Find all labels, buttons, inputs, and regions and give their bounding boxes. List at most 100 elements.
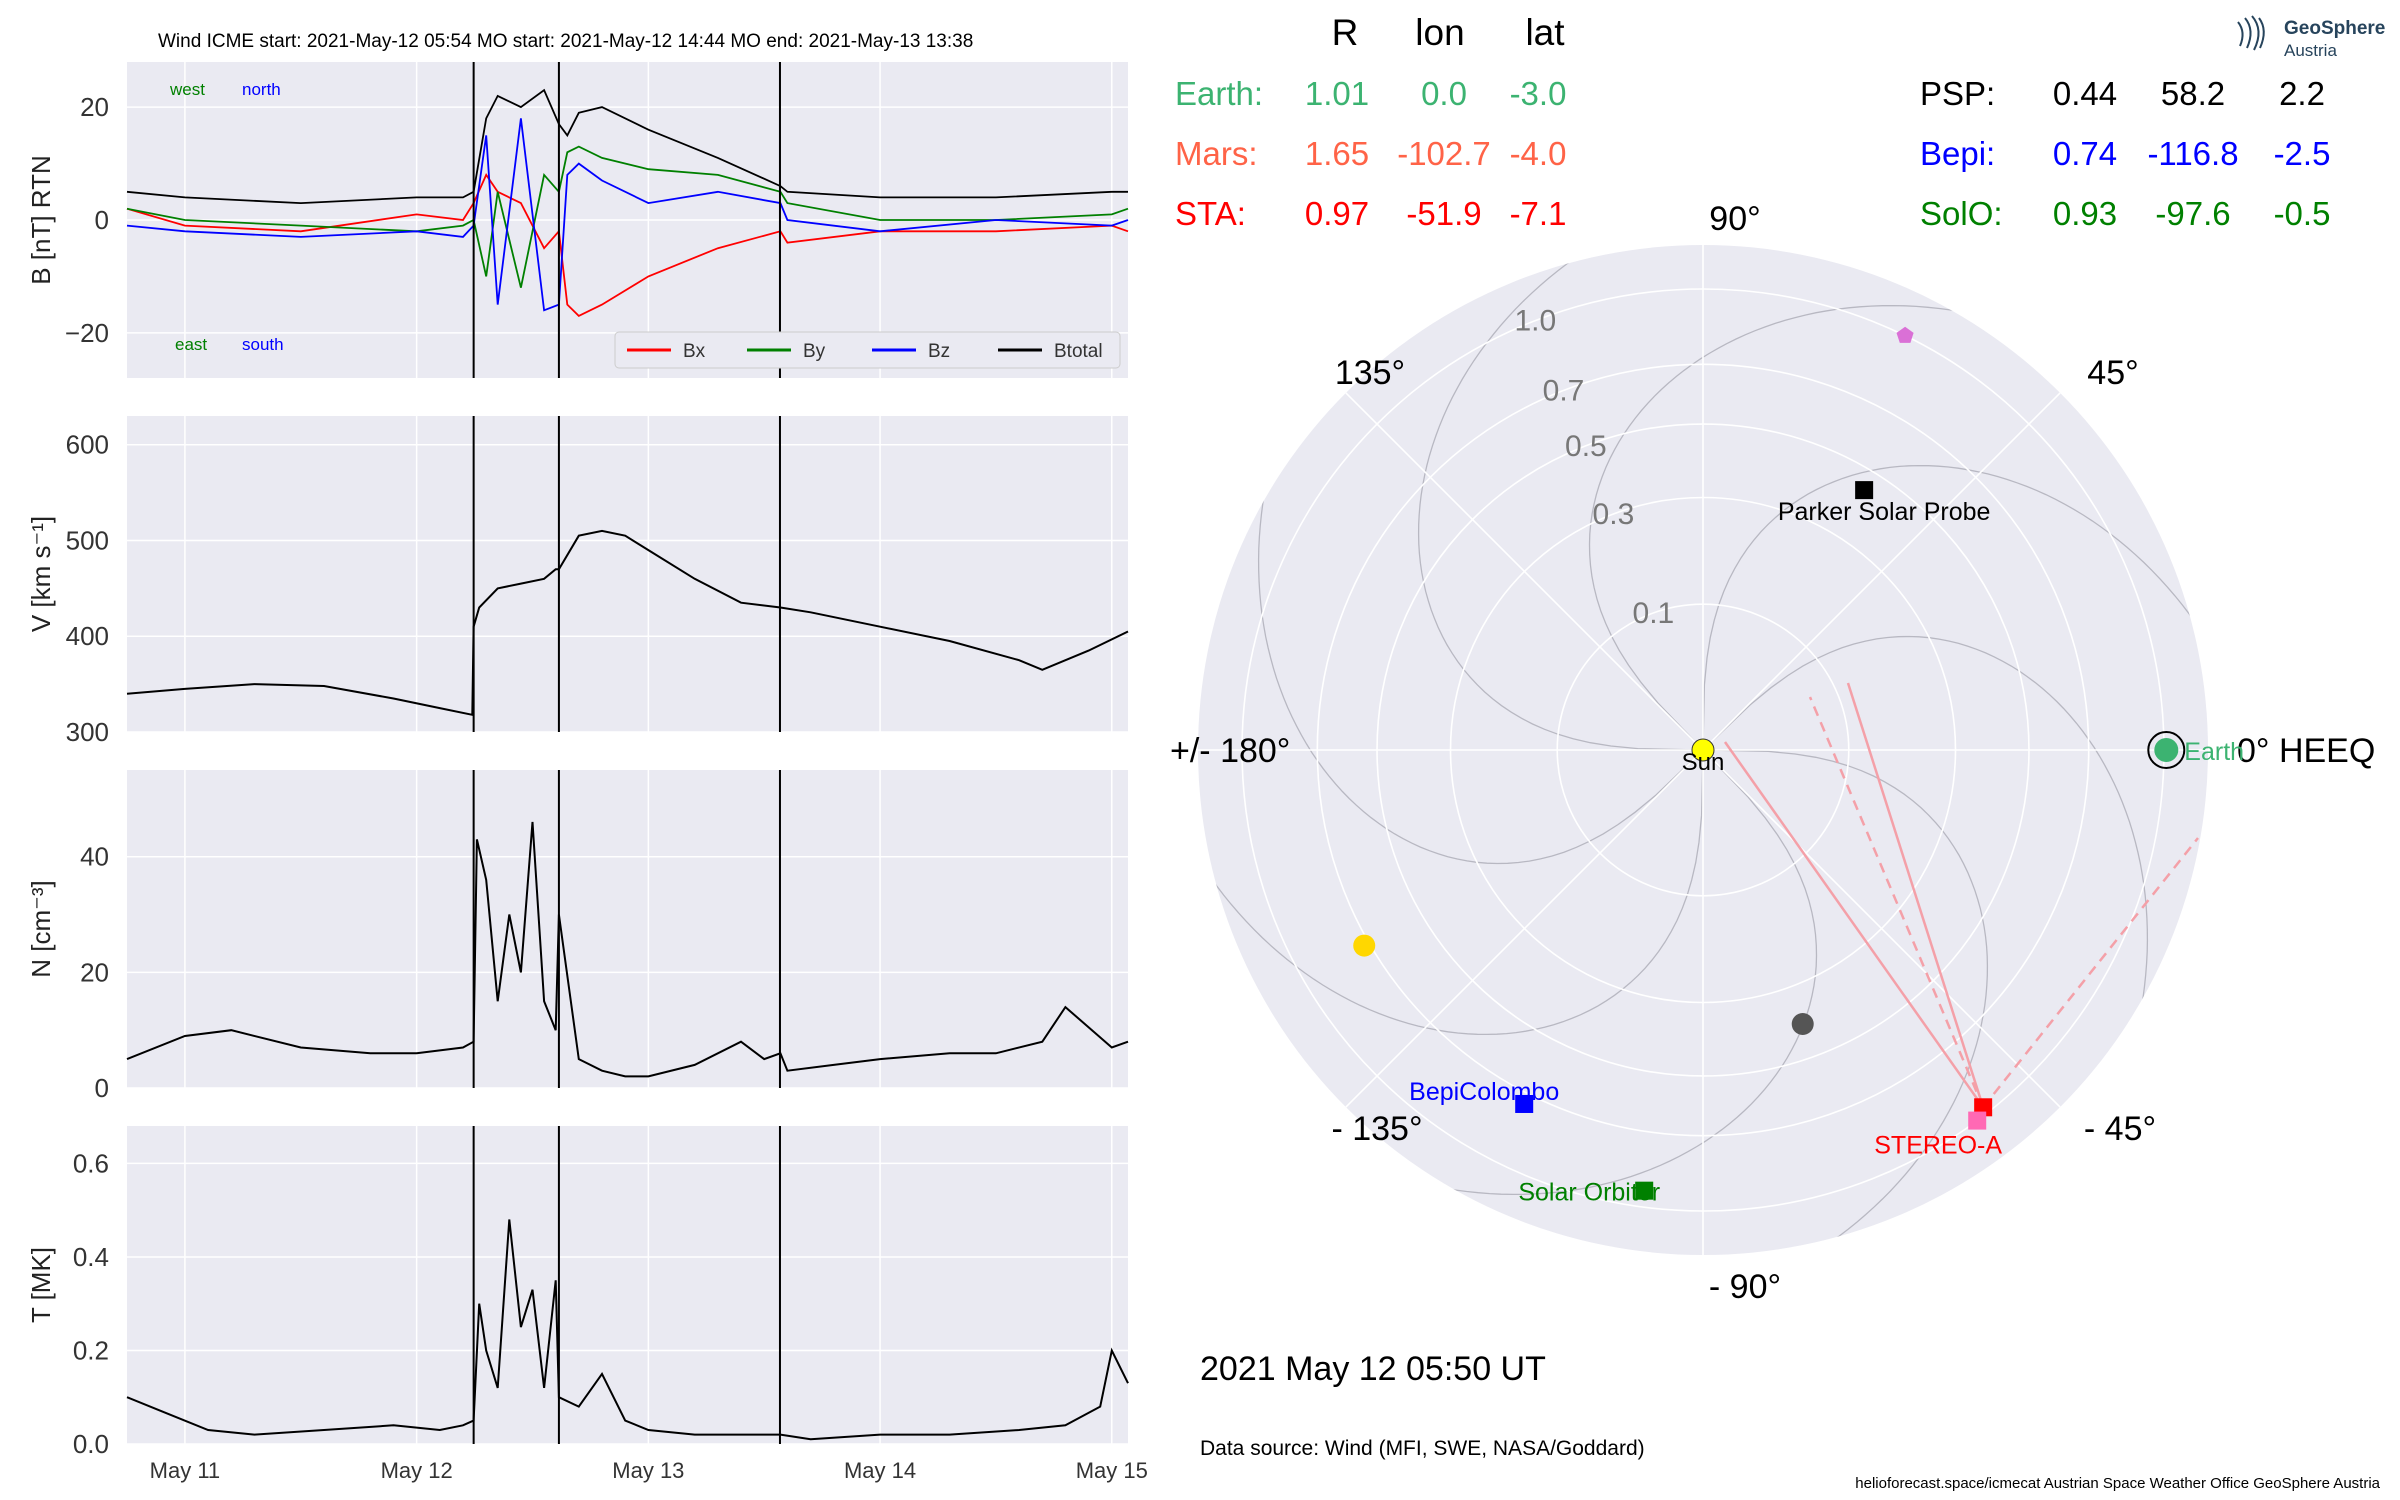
series-line-Btotal — [126, 88, 1128, 205]
parker-solar-probe-label: Parker Solar Probe — [1778, 498, 1991, 526]
y-tick-label: 40 — [80, 842, 109, 872]
table-row-label: Bepi: — [1920, 135, 1995, 172]
x-tick-label: May 13 — [612, 1458, 684, 1483]
solar-orbiter-label: Solar Orbiter — [1518, 1179, 1660, 1207]
fov-line-dashed — [1808, 696, 1985, 1108]
timeseries-panels: 20 0 −20 B [nT] RTN west north east south Bx By Bz… — [26, 62, 1148, 1483]
y-tick-label: 300 — [66, 717, 109, 747]
panel-background — [127, 416, 1128, 732]
solar-orbiter-marker — [1635, 1181, 1654, 1200]
credits: helioforecast.space/icmecat Austrian Spa… — [1855, 1475, 2380, 1492]
series-line-Bx — [126, 173, 1129, 317]
angle-spoke — [1702, 392, 2061, 751]
venus-marker — [1353, 934, 1376, 957]
angle-label: - 45° — [2084, 1110, 2156, 1148]
data-source: Data source: Wind (MFI, SWE, NASA/Goddar… — [1200, 1437, 1645, 1460]
table-value-r: 0.97 — [1305, 195, 1369, 232]
angle-label: 135° — [1335, 354, 1405, 392]
table-row-label: Earth: — [1175, 75, 1263, 112]
sun-marker — [1691, 738, 1715, 762]
legend-label-Bz: Bz — [928, 341, 950, 362]
series-line-T — [126, 1219, 1129, 1441]
angle-spoke — [1345, 392, 1704, 751]
spiral-line — [1588, 304, 1998, 751]
radial-tick-label: 0.3 — [1593, 498, 1635, 531]
angle-label: - 135° — [1331, 1110, 1422, 1148]
sta-fov — [1723, 682, 2199, 1109]
table-value-lat: -7.1 — [1510, 195, 1567, 232]
spiral-line — [1702, 749, 1989, 1255]
legend-label-By: By — [803, 341, 826, 362]
table-value-lat: -3.0 — [1510, 75, 1567, 112]
table-header: lon — [1415, 12, 1464, 53]
figure-title: Wind ICME start: 2021-May-12 05:54 MO st… — [158, 31, 973, 52]
sta-magenta-marker-marker — [1968, 1111, 1987, 1130]
fov-line-dashed — [1982, 837, 2199, 1109]
orbit-plot: 0.1 0.3 0.5 0.7 1.0 90° 45° 0° HEEQ - 45° - 90° - … — [1170, 200, 2375, 1306]
fov-line — [1723, 741, 1985, 1109]
angle-label: +/- 180° — [1170, 732, 1290, 770]
panel-T: 0.6 0.4 0.2 0.0 T [MK] May 11 May 12 May 13 May … — [26, 1126, 1148, 1483]
annotation-east: east — [175, 335, 207, 354]
x-tick-label: May 14 — [844, 1458, 916, 1483]
logo-text-line2: Austria — [2284, 41, 2337, 60]
spiral-line — [1257, 455, 1704, 865]
y-tick-label: 0 — [95, 205, 109, 235]
pentagon-object-marker — [1896, 326, 1914, 343]
table-value-lon: -51.9 — [1406, 195, 1481, 232]
table-value-lat: -0.5 — [2274, 195, 2331, 232]
logo-icon — [2237, 15, 2265, 51]
spiral-line — [1702, 635, 2149, 1045]
table-value-lat: -4.0 — [1510, 135, 1567, 172]
legend-box — [614, 331, 1121, 369]
spiral-line — [1198, 749, 1704, 1036]
y-axis-label: B [nT] RTN — [26, 155, 56, 285]
y-tick-label: 0 — [95, 1073, 109, 1103]
earth-marker — [2154, 738, 2179, 762]
radial-tick-label: 0.7 — [1543, 374, 1585, 407]
table-value-lon: -97.6 — [2155, 195, 2230, 232]
legend-label-Bx: Bx — [683, 341, 706, 362]
panel-B: 20 0 −20 B [nT] RTN west north east south Bx By Bz… — [26, 62, 1129, 378]
series-line-By — [126, 145, 1129, 288]
spiral-line — [1417, 245, 1704, 751]
legend-label-Btotal: Btotal — [1054, 341, 1103, 362]
parker-solar-probe-marker — [1855, 481, 1874, 500]
y-axis-label: V [km s⁻¹] — [26, 516, 56, 632]
panel-background — [127, 770, 1128, 1088]
table-value-r: 1.65 — [1305, 135, 1369, 172]
y-tick-label: 600 — [66, 430, 109, 460]
table-value-r: 1.01 — [1305, 75, 1369, 112]
y-tick-label: −20 — [65, 318, 109, 348]
annotation-west: west — [169, 80, 205, 99]
angle-spoke — [1702, 749, 2061, 1108]
panel-V: 600 500 400 300 V [km s⁻¹] — [26, 416, 1129, 747]
timestamp: 2021 May 12 05:50 UT — [1200, 1350, 1546, 1388]
y-tick-label: 0.4 — [73, 1242, 109, 1272]
angle-label: 45° — [2087, 354, 2138, 392]
y-axis-label: T [MK] — [26, 1247, 56, 1323]
x-tick-label: May 15 — [1076, 1458, 1148, 1483]
y-axis-label: N [cm⁻³] — [26, 880, 56, 978]
table-value-r: 0.44 — [2053, 75, 2117, 112]
series-line-N — [126, 821, 1129, 1078]
series-line-V — [126, 529, 1129, 717]
table-value-lat: -2.5 — [2274, 135, 2331, 172]
table-row-label: SolO: — [1920, 195, 2003, 232]
fov-line — [1846, 682, 1985, 1108]
mercury-marker — [1791, 1012, 1814, 1035]
angle-label: 0° HEEQ — [2237, 732, 2375, 770]
angle-label: 90° — [1709, 200, 1760, 238]
series-line-Bz — [126, 118, 1129, 312]
y-tick-label: 0.2 — [73, 1335, 109, 1365]
spiral-line — [1702, 464, 2208, 751]
table-value-lon: -116.8 — [2147, 135, 2238, 172]
y-tick-label: 20 — [80, 957, 109, 987]
annotation-north: north — [242, 80, 281, 99]
radial-tick-label: 0.5 — [1565, 430, 1607, 463]
table-value-r: 0.74 — [2053, 135, 2117, 172]
table-value-lon: 0.0 — [1421, 75, 1467, 112]
logo-text-line1: GeoSphere — [2284, 18, 2385, 39]
